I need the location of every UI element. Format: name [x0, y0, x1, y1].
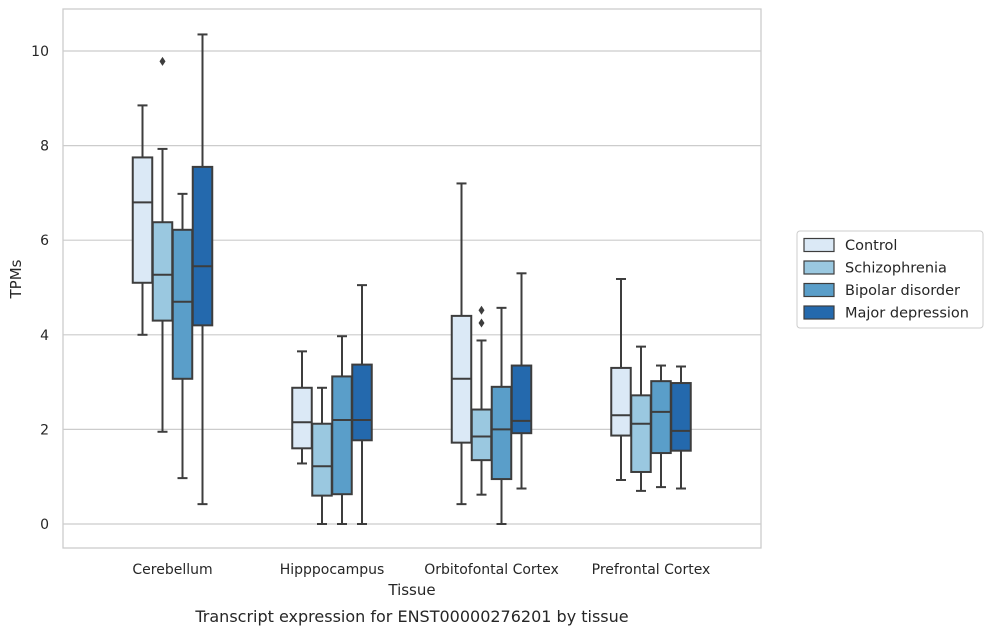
- legend-frame: [796, 230, 984, 329]
- chart-caption: Transcript expression for ENST0000027620…: [194, 607, 628, 626]
- outlier-point: [159, 56, 166, 66]
- box-group: [470, 305, 493, 496]
- legend-label: Control: [845, 238, 897, 254]
- box: [331, 375, 353, 496]
- x-tick-label: Prefrontal Cortex: [592, 562, 711, 578]
- box: [510, 364, 533, 435]
- box: [311, 422, 333, 497]
- box: [131, 156, 154, 284]
- box-group: [610, 277, 632, 482]
- y-tick-label: 8: [40, 139, 49, 155]
- box: [191, 165, 214, 327]
- y-tick-label: 6: [40, 233, 49, 249]
- box-group: [131, 104, 154, 336]
- y-tick-label: 10: [31, 44, 49, 60]
- box-group: [450, 182, 473, 506]
- box: [291, 386, 313, 450]
- box-group: [670, 365, 692, 490]
- box: [630, 394, 652, 473]
- y-tick-label: 0: [40, 517, 49, 533]
- legend-swatch: [803, 305, 835, 320]
- box: [351, 363, 373, 442]
- x-tick-label: Cerebellum: [132, 562, 212, 578]
- outlier-point: [478, 305, 485, 315]
- legend-swatch: [803, 260, 835, 275]
- plot-frame: [62, 8, 762, 549]
- x-axis-label: Tissue: [387, 581, 435, 599]
- y-axis-label: TPMs: [7, 259, 25, 299]
- box-group: [490, 306, 513, 525]
- box: [151, 221, 174, 322]
- box-group: [331, 335, 353, 525]
- box-group: [311, 386, 333, 525]
- legend-swatch: [803, 282, 835, 298]
- x-tick-label: Hipppocampus: [280, 562, 385, 578]
- box: [670, 382, 692, 452]
- box-plot-series: [131, 33, 692, 525]
- box-group: [510, 272, 533, 490]
- outlier-point: [478, 318, 485, 328]
- box-group: [191, 33, 214, 506]
- box-group: [171, 192, 194, 480]
- y-tick-label: 2: [40, 422, 49, 438]
- x-axis-ticks: Cerebellum Hipppocampus Orbitofontal Corte…: [132, 562, 710, 578]
- box: [470, 408, 493, 462]
- y-axis-ticks: 0 2 4 6 8 10: [31, 44, 49, 533]
- box-group: [351, 284, 373, 525]
- box: [171, 228, 194, 380]
- box-group: [650, 364, 672, 489]
- legend-label: Bipolar disorder: [845, 283, 960, 299]
- x-tick-label: Orbitofontal Cortex: [424, 562, 559, 578]
- y-tick-label: 4: [40, 328, 49, 344]
- box: [610, 366, 632, 437]
- box-group: [630, 345, 652, 492]
- box-group: [151, 56, 174, 433]
- legend-label: Schizophrenia: [845, 261, 947, 277]
- box-group: [291, 350, 313, 465]
- legend-swatch: [803, 237, 835, 253]
- box: [650, 380, 672, 455]
- legend: Control Schizophrenia Bipolar disorder Majo…: [796, 230, 984, 329]
- legend-label: Major depression: [845, 306, 969, 322]
- box: [490, 385, 513, 481]
